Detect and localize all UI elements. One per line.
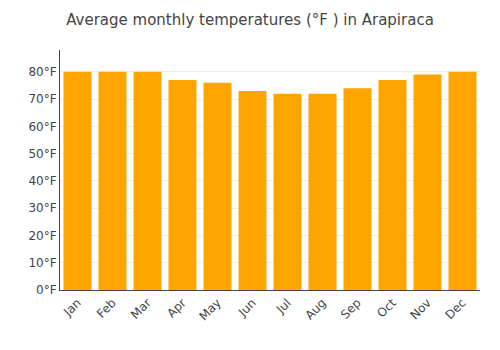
- svg-text:40°F: 40°F: [28, 174, 56, 188]
- svg-text:20°F: 20°F: [28, 229, 56, 243]
- svg-text:Sep: Sep: [338, 296, 364, 322]
- svg-text:Apr: Apr: [164, 296, 189, 321]
- svg-text:Mar: Mar: [128, 296, 154, 322]
- svg-text:Oct: Oct: [374, 296, 399, 321]
- svg-text:Jul: Jul: [273, 296, 294, 317]
- svg-text:30°F: 30°F: [28, 201, 56, 215]
- svg-text:Jan: Jan: [60, 296, 84, 320]
- svg-text:10°F: 10°F: [28, 256, 56, 270]
- svg-text:80°F: 80°F: [28, 65, 56, 79]
- svg-text:50°F: 50°F: [28, 147, 56, 161]
- svg-text:70°F: 70°F: [28, 92, 56, 106]
- svg-text:Feb: Feb: [94, 296, 119, 321]
- svg-text:Jun: Jun: [235, 296, 259, 320]
- svg-text:Aug: Aug: [302, 296, 328, 322]
- svg-text:0°F: 0°F: [36, 283, 57, 297]
- svg-text:Average monthly temperatures (: Average monthly temperatures (°F ) in Ar…: [66, 11, 434, 29]
- svg-text:60°F: 60°F: [28, 120, 56, 134]
- svg-text:Nov: Nov: [407, 296, 433, 322]
- svg-text:May: May: [196, 296, 223, 323]
- svg-text:Dec: Dec: [443, 296, 469, 322]
